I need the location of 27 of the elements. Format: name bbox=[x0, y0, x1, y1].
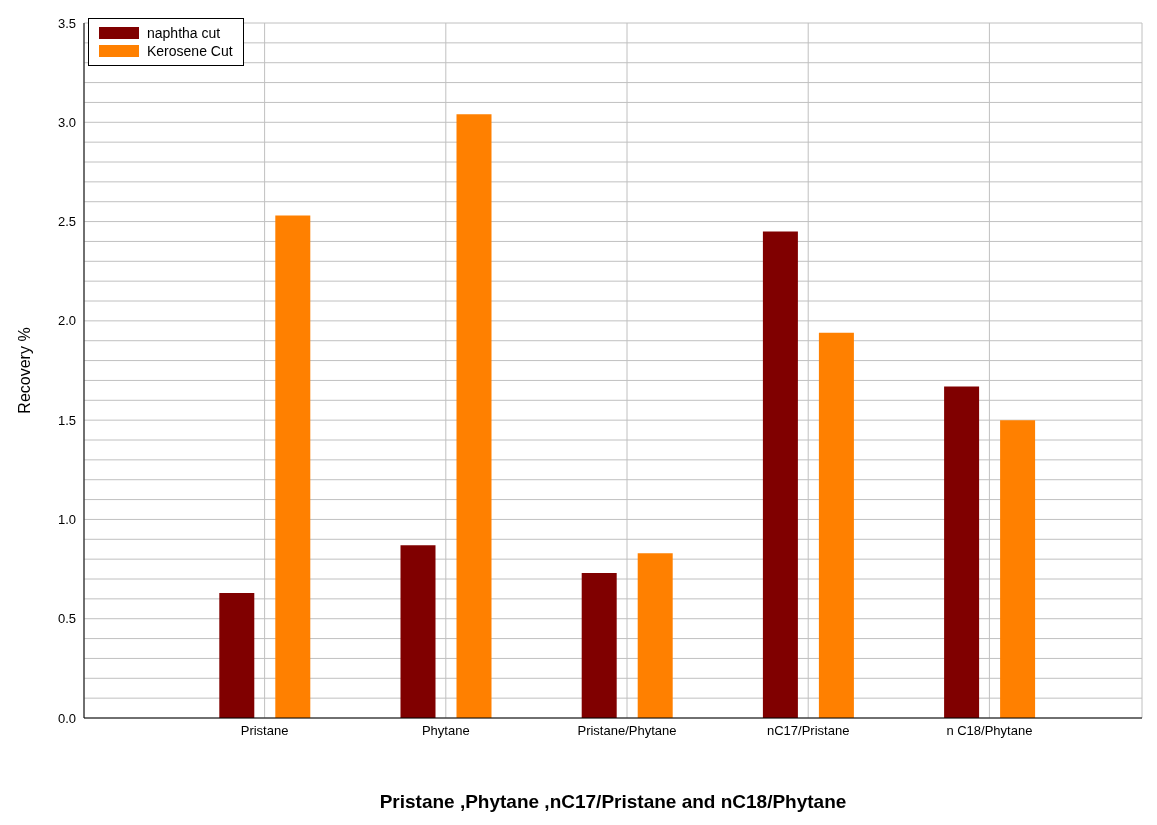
legend-label: Kerosene Cut bbox=[147, 43, 233, 59]
bar bbox=[637, 553, 673, 718]
bar bbox=[818, 332, 854, 718]
legend-label: naphtha cut bbox=[147, 25, 221, 41]
y-tick-label: 2.0 bbox=[57, 313, 76, 329]
x-tick-label: Pristane bbox=[240, 723, 289, 739]
y-axis-title: Recovery % bbox=[15, 327, 33, 414]
y-tick-label: 0.5 bbox=[57, 611, 76, 627]
x-tick-label: nC17/Pristane bbox=[767, 723, 850, 739]
x-tick-label: n C18/Phytane bbox=[946, 723, 1033, 739]
bar bbox=[1000, 420, 1036, 718]
y-tick-label: 0.0 bbox=[57, 710, 76, 726]
bar bbox=[456, 114, 492, 718]
x-tick-label: Phytane bbox=[421, 723, 470, 739]
bar bbox=[762, 231, 798, 718]
x-tick-label: Pristane/Phytane bbox=[577, 723, 677, 739]
y-tick-label: 1.0 bbox=[57, 512, 76, 528]
y-tick-label: 2.5 bbox=[57, 214, 76, 230]
y-tick-label: 3.0 bbox=[57, 114, 76, 130]
bar bbox=[219, 592, 255, 718]
bar bbox=[275, 215, 311, 718]
y-tick-label: 1.5 bbox=[57, 412, 76, 428]
x-axis-title: Pristane ,Phytane ,nC17/Pristane and nC18/Phytane bbox=[379, 791, 847, 812]
bar bbox=[581, 573, 617, 718]
bar bbox=[400, 545, 436, 718]
bar bbox=[944, 386, 980, 718]
y-tick-label: 3.5 bbox=[57, 15, 76, 31]
